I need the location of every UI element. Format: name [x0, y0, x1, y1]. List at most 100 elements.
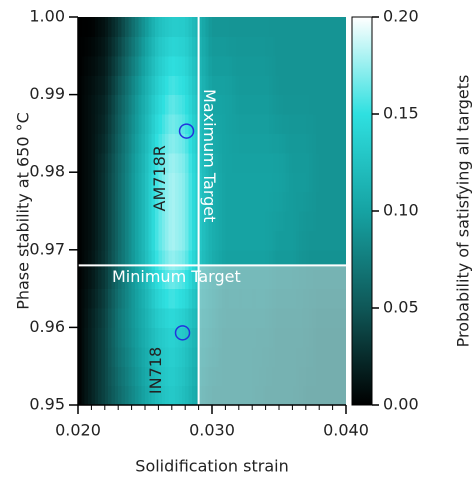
contour-cell — [108, 75, 113, 96]
contour-cell — [262, 94, 267, 115]
contour-cell — [329, 230, 334, 251]
contour-cell — [265, 55, 270, 76]
contour-cell — [215, 94, 220, 115]
contour-cell — [238, 152, 243, 173]
contour-cell — [289, 55, 293, 76]
contour-cell — [131, 191, 136, 212]
contour-cell — [81, 36, 86, 57]
contour-cell — [319, 75, 324, 96]
contour-cell — [111, 327, 116, 348]
contour-cell — [91, 211, 96, 231]
contour-cell — [175, 55, 180, 76]
contour-cell — [188, 133, 193, 154]
contour-cell — [88, 269, 92, 290]
contour-cell — [188, 172, 193, 193]
contour-cell — [104, 75, 109, 96]
contour-cell — [111, 191, 116, 212]
contour-cell — [88, 249, 92, 270]
contour-cell — [148, 327, 153, 348]
contour-cell — [91, 269, 96, 290]
contour-cell — [121, 94, 126, 115]
contour-cell — [305, 133, 310, 154]
contour-cell — [302, 230, 307, 251]
contour-cell — [151, 211, 156, 231]
contour-cell — [315, 211, 320, 231]
contour-cell — [312, 75, 317, 96]
contour-cell — [295, 172, 300, 193]
contour-cell — [161, 36, 166, 57]
contour-cell — [309, 133, 314, 154]
contour-cell — [171, 17, 176, 37]
contour-cell — [299, 55, 304, 76]
contour-cell — [91, 346, 96, 367]
contour-cell — [141, 230, 146, 251]
contour-cell — [165, 114, 170, 134]
contour-cell — [165, 55, 170, 76]
contour-cell — [104, 249, 109, 270]
contour-cell — [258, 36, 263, 57]
contour-cell — [128, 114, 133, 134]
contour-cell — [81, 114, 86, 134]
contour-cell — [175, 308, 180, 328]
contour-cell — [118, 327, 123, 348]
contour-cell — [255, 94, 260, 115]
contour-cell — [339, 211, 344, 231]
contour-cell — [151, 55, 156, 76]
contour-cell — [222, 17, 226, 37]
contour-cell — [299, 94, 304, 115]
contour-cell — [134, 308, 139, 328]
contour-cell — [161, 249, 166, 270]
contour-cell — [248, 211, 253, 231]
contour-cell — [272, 36, 277, 57]
contour-cell — [265, 133, 270, 154]
contour-cell — [279, 114, 283, 134]
contour-cell — [201, 211, 206, 231]
contour-cell — [289, 249, 293, 270]
contour-cell — [255, 55, 260, 76]
contour-cell — [222, 152, 226, 173]
contour-cell — [188, 55, 193, 76]
contour-cell — [175, 211, 180, 231]
contour-cell — [322, 191, 327, 212]
contour-cell — [178, 308, 183, 328]
contour-cell — [255, 230, 260, 251]
contour-cell — [212, 172, 216, 193]
contour-cell — [275, 211, 280, 231]
contour-cell — [325, 36, 330, 57]
contour-cell — [178, 327, 183, 348]
contour-cell — [215, 211, 220, 231]
contour-cell — [101, 366, 106, 387]
contour-cell — [252, 230, 257, 251]
contour-cell — [332, 114, 337, 134]
contour-cell — [319, 230, 324, 251]
contour-cell — [245, 133, 250, 154]
contour-cell — [94, 75, 99, 96]
contour-cell — [124, 327, 129, 348]
contour-cell — [134, 114, 139, 134]
contour-cell — [315, 133, 320, 154]
contour-cell — [238, 36, 243, 57]
contour-cell — [218, 172, 223, 193]
contour-cell — [299, 211, 304, 231]
contour-cell — [124, 249, 129, 270]
contour-cell — [282, 249, 287, 270]
contour-cell — [208, 152, 213, 173]
contour-cell — [252, 17, 257, 37]
contour-cell — [188, 327, 193, 348]
contour-cell — [111, 269, 116, 290]
contour-cell — [315, 17, 320, 37]
contour-cell — [78, 385, 82, 405]
contour-cell — [245, 249, 250, 270]
contour-cell — [155, 152, 159, 173]
contour-cell — [118, 94, 123, 115]
colorbar-tick-label: 0.20 — [383, 7, 419, 26]
contour-cell — [175, 172, 180, 193]
contour-cell — [265, 75, 270, 96]
contour-cell — [205, 36, 210, 57]
contour-cell — [332, 172, 337, 193]
contour-cell — [312, 55, 317, 76]
contour-cell — [235, 36, 240, 57]
contour-cell — [108, 288, 113, 309]
contour-cell — [98, 133, 103, 154]
contour-cell — [218, 211, 223, 231]
